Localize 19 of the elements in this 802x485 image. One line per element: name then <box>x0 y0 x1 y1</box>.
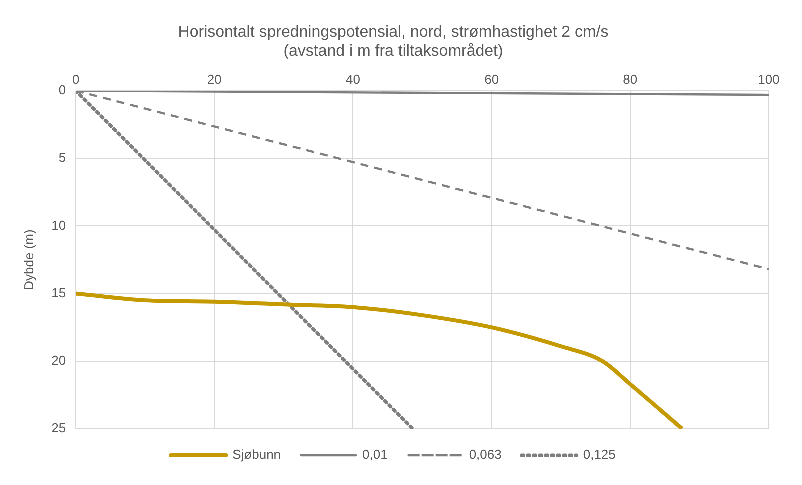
y-tick-label: 15 <box>52 285 66 300</box>
legend-label: 0,063 <box>469 447 502 462</box>
y-tick-label: 0 <box>58 82 66 98</box>
y-tick-label: 25 <box>52 420 66 436</box>
y-tick-label: 5 <box>58 150 66 166</box>
legend-label: 0,125 <box>583 447 616 462</box>
x-tick-label: 80 <box>623 72 638 87</box>
x-tick-label: 20 <box>207 72 222 87</box>
text: Horisontalt spredningspotensial, nord, strømhastighet 2 cm/s <box>178 24 609 42</box>
x-tick-label: 40 <box>346 72 360 87</box>
y-tick-label: 20 <box>52 352 66 368</box>
text: (avstand i m fra tiltaksområdet) <box>284 43 504 60</box>
y-tick-label: 10 <box>52 218 66 233</box>
legend-label: 0,01 <box>362 447 388 462</box>
x-tick-label: 100 <box>758 72 780 87</box>
x-tick-label: 0 <box>72 72 80 87</box>
x-tick-label: 60 <box>484 72 500 87</box>
legend-label: Sjøbunn <box>232 447 282 462</box>
y-axis-title: Dybde (m) <box>21 230 36 290</box>
